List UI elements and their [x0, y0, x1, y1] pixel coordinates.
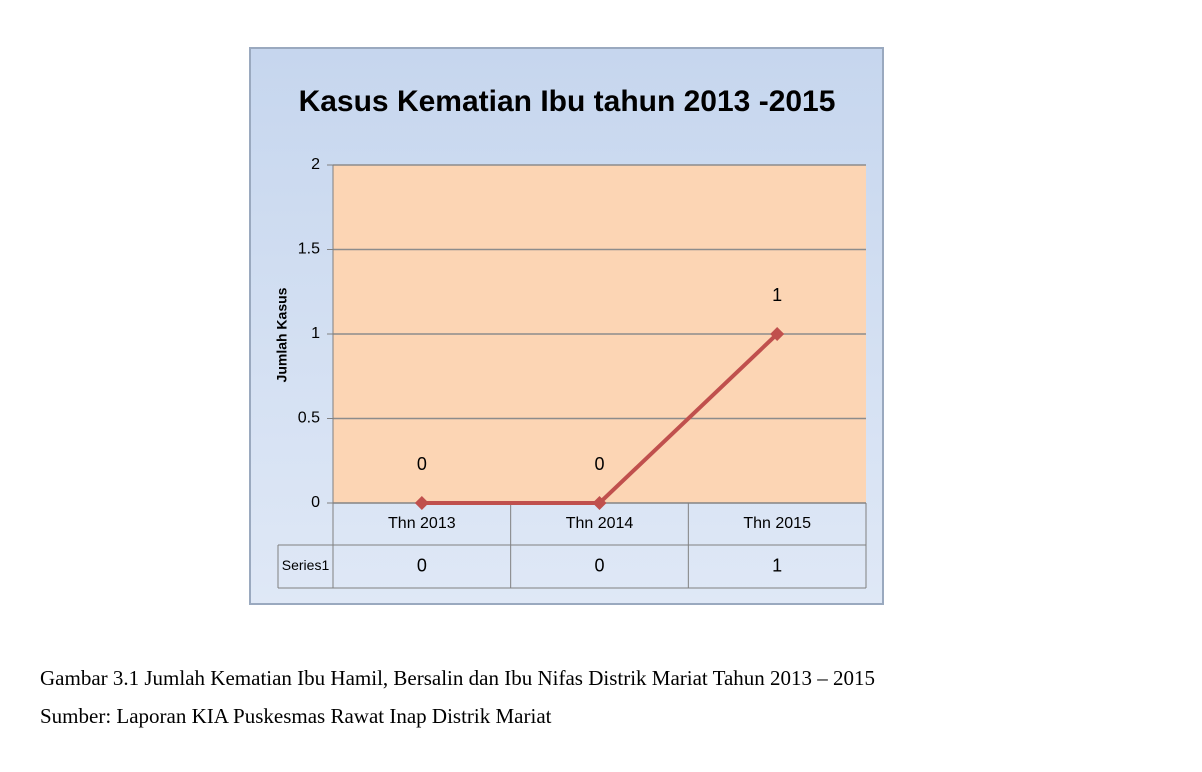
- table-value: 0: [594, 555, 604, 575]
- data-label: 0: [417, 454, 427, 474]
- legend-entry: Series1: [282, 557, 330, 573]
- chart: Kasus Kematian Ibu tahun 2013 -2015 Juml…: [249, 47, 884, 605]
- y-tick-label: 1: [311, 325, 320, 342]
- point-marker: [592, 496, 607, 510]
- data-label: 1: [772, 285, 782, 305]
- point-marker: [414, 496, 429, 510]
- y-axis-label: Jumlah Kasus: [274, 287, 290, 382]
- y-tick-label: 1.5: [298, 241, 320, 258]
- caption-line: Sumber: Laporan KIA Puskesmas Rawat Inap…: [40, 704, 552, 728]
- y-tick-label: 0: [311, 494, 320, 511]
- caption-line: Gambar 3.1 Jumlah Kematian Ibu Hamil, Be…: [40, 666, 876, 690]
- point-marker: [770, 327, 785, 341]
- table-value: 0: [417, 555, 427, 575]
- x-tick-label: Thn 2014: [566, 515, 634, 532]
- y-tick-label: 0.5: [298, 410, 320, 427]
- x-tick-label: Thn 2015: [743, 515, 811, 532]
- x-tick-label: Thn 2013: [388, 515, 456, 532]
- chart-title: Kasus Kematian Ibu tahun 2013 -2015: [299, 85, 836, 118]
- data-label: 0: [594, 454, 604, 474]
- table-value: 1: [772, 555, 782, 575]
- y-tick-label: 2: [311, 156, 320, 173]
